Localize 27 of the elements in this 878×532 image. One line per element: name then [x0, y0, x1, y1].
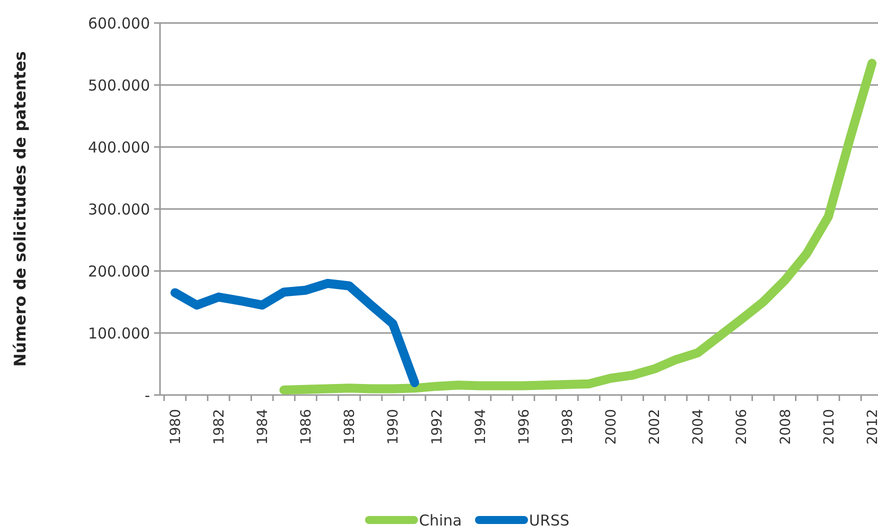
x-tick-label: 1994 — [472, 408, 489, 445]
x-tick-label: 1996 — [516, 408, 532, 445]
x-tick-label: 1992 — [429, 409, 446, 445]
x-tick-label: 1990 — [386, 409, 402, 445]
legend-label: URSS — [529, 511, 570, 530]
x-tick-label: 1986 — [298, 408, 315, 445]
y-tick-label: 400.000 — [88, 138, 150, 156]
y-tick-label: 200.000 — [88, 262, 150, 280]
y-tick-label: - — [144, 386, 150, 404]
x-tick-label: 2004 — [690, 408, 707, 445]
x-tick-label: 1980 — [168, 409, 184, 445]
x-tick-label: 2000 — [604, 409, 620, 445]
x-tick-label: 2012 — [864, 409, 878, 445]
x-tick-label: 2006 — [734, 408, 750, 445]
y-tick-label: 500.000 — [88, 76, 150, 94]
x-tick-label: 1988 — [342, 409, 358, 445]
x-tick-label: 1984 — [255, 408, 272, 445]
x-tick-label: 1998 — [560, 409, 576, 445]
x-tick-label: 2010 — [821, 409, 838, 445]
x-tick-label: 1982 — [211, 409, 228, 445]
y-tick-label: 300.000 — [88, 200, 150, 218]
y-tick-label: 600.000 — [88, 14, 150, 32]
y-axis-title: Número de solicitudes de patentes — [10, 51, 30, 367]
x-tick-label: 2002 — [647, 409, 664, 445]
x-tick-label: 2008 — [778, 409, 794, 445]
legend-label: China — [419, 511, 462, 530]
y-tick-label: 100.000 — [88, 324, 150, 342]
